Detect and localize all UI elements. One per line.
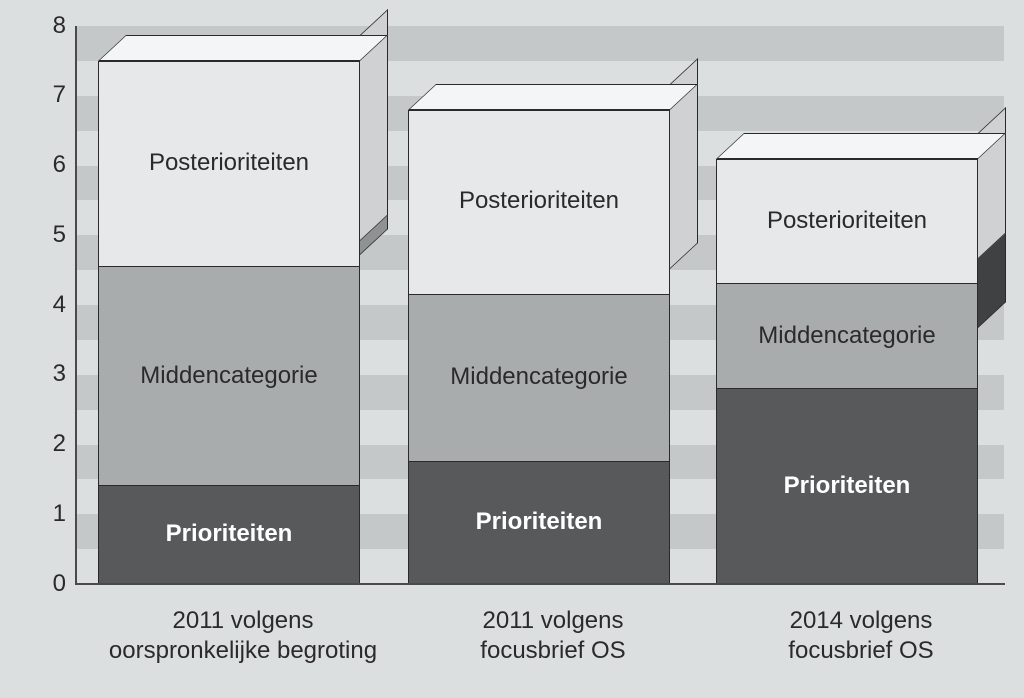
y-tick-label: 5 (26, 221, 66, 249)
segment-label: Prioriteiten (408, 508, 670, 536)
segment-label: Posterioriteiten (716, 207, 978, 235)
bar-segment-side (978, 107, 1006, 259)
segment-label: Middencategorie (408, 363, 670, 391)
y-tick-label: 2 (26, 430, 66, 458)
segment-label: Middencategorie (98, 362, 360, 390)
bar-top-face (716, 133, 1006, 159)
y-tick-label: 3 (26, 360, 66, 388)
category-label: 2014 volgens focusbrief OS (701, 606, 1021, 666)
bar-group: Prioriteiten Middencategorie Posterioritei… (98, 35, 388, 584)
y-tick-label: 7 (26, 81, 66, 109)
segment-label: Prioriteiten (716, 472, 978, 500)
category-label: 2011 volgens focusbrief OS (393, 606, 713, 666)
stacked-bar-chart: Prioriteiten Middencategorie Posterioritei… (0, 0, 1024, 698)
y-tick-label: 6 (26, 151, 66, 179)
segment-label: Prioriteiten (98, 520, 360, 548)
plot-area: Prioriteiten Middencategorie Posterioritei… (76, 26, 1004, 584)
segment-label: Middencategorie (716, 322, 978, 350)
segment-label: Posterioriteiten (408, 187, 670, 215)
y-tick-label: 0 (26, 570, 66, 598)
x-axis-baseline (75, 583, 1005, 585)
bar-group: Prioriteiten Middencategorie Posterioritei… (716, 133, 1006, 584)
category-label: 2011 volgens oorspronkelijke begroting (83, 606, 403, 666)
bar-top-face (408, 84, 698, 110)
bar-group: Prioriteiten Middencategorie Posterioritei… (408, 84, 698, 584)
y-tick-label: 8 (26, 12, 66, 40)
segment-label: Posterioriteiten (98, 149, 360, 177)
y-axis-line (75, 26, 77, 584)
y-tick-label: 4 (26, 291, 66, 319)
bar-top-face (98, 35, 388, 61)
y-tick-label: 1 (26, 500, 66, 528)
